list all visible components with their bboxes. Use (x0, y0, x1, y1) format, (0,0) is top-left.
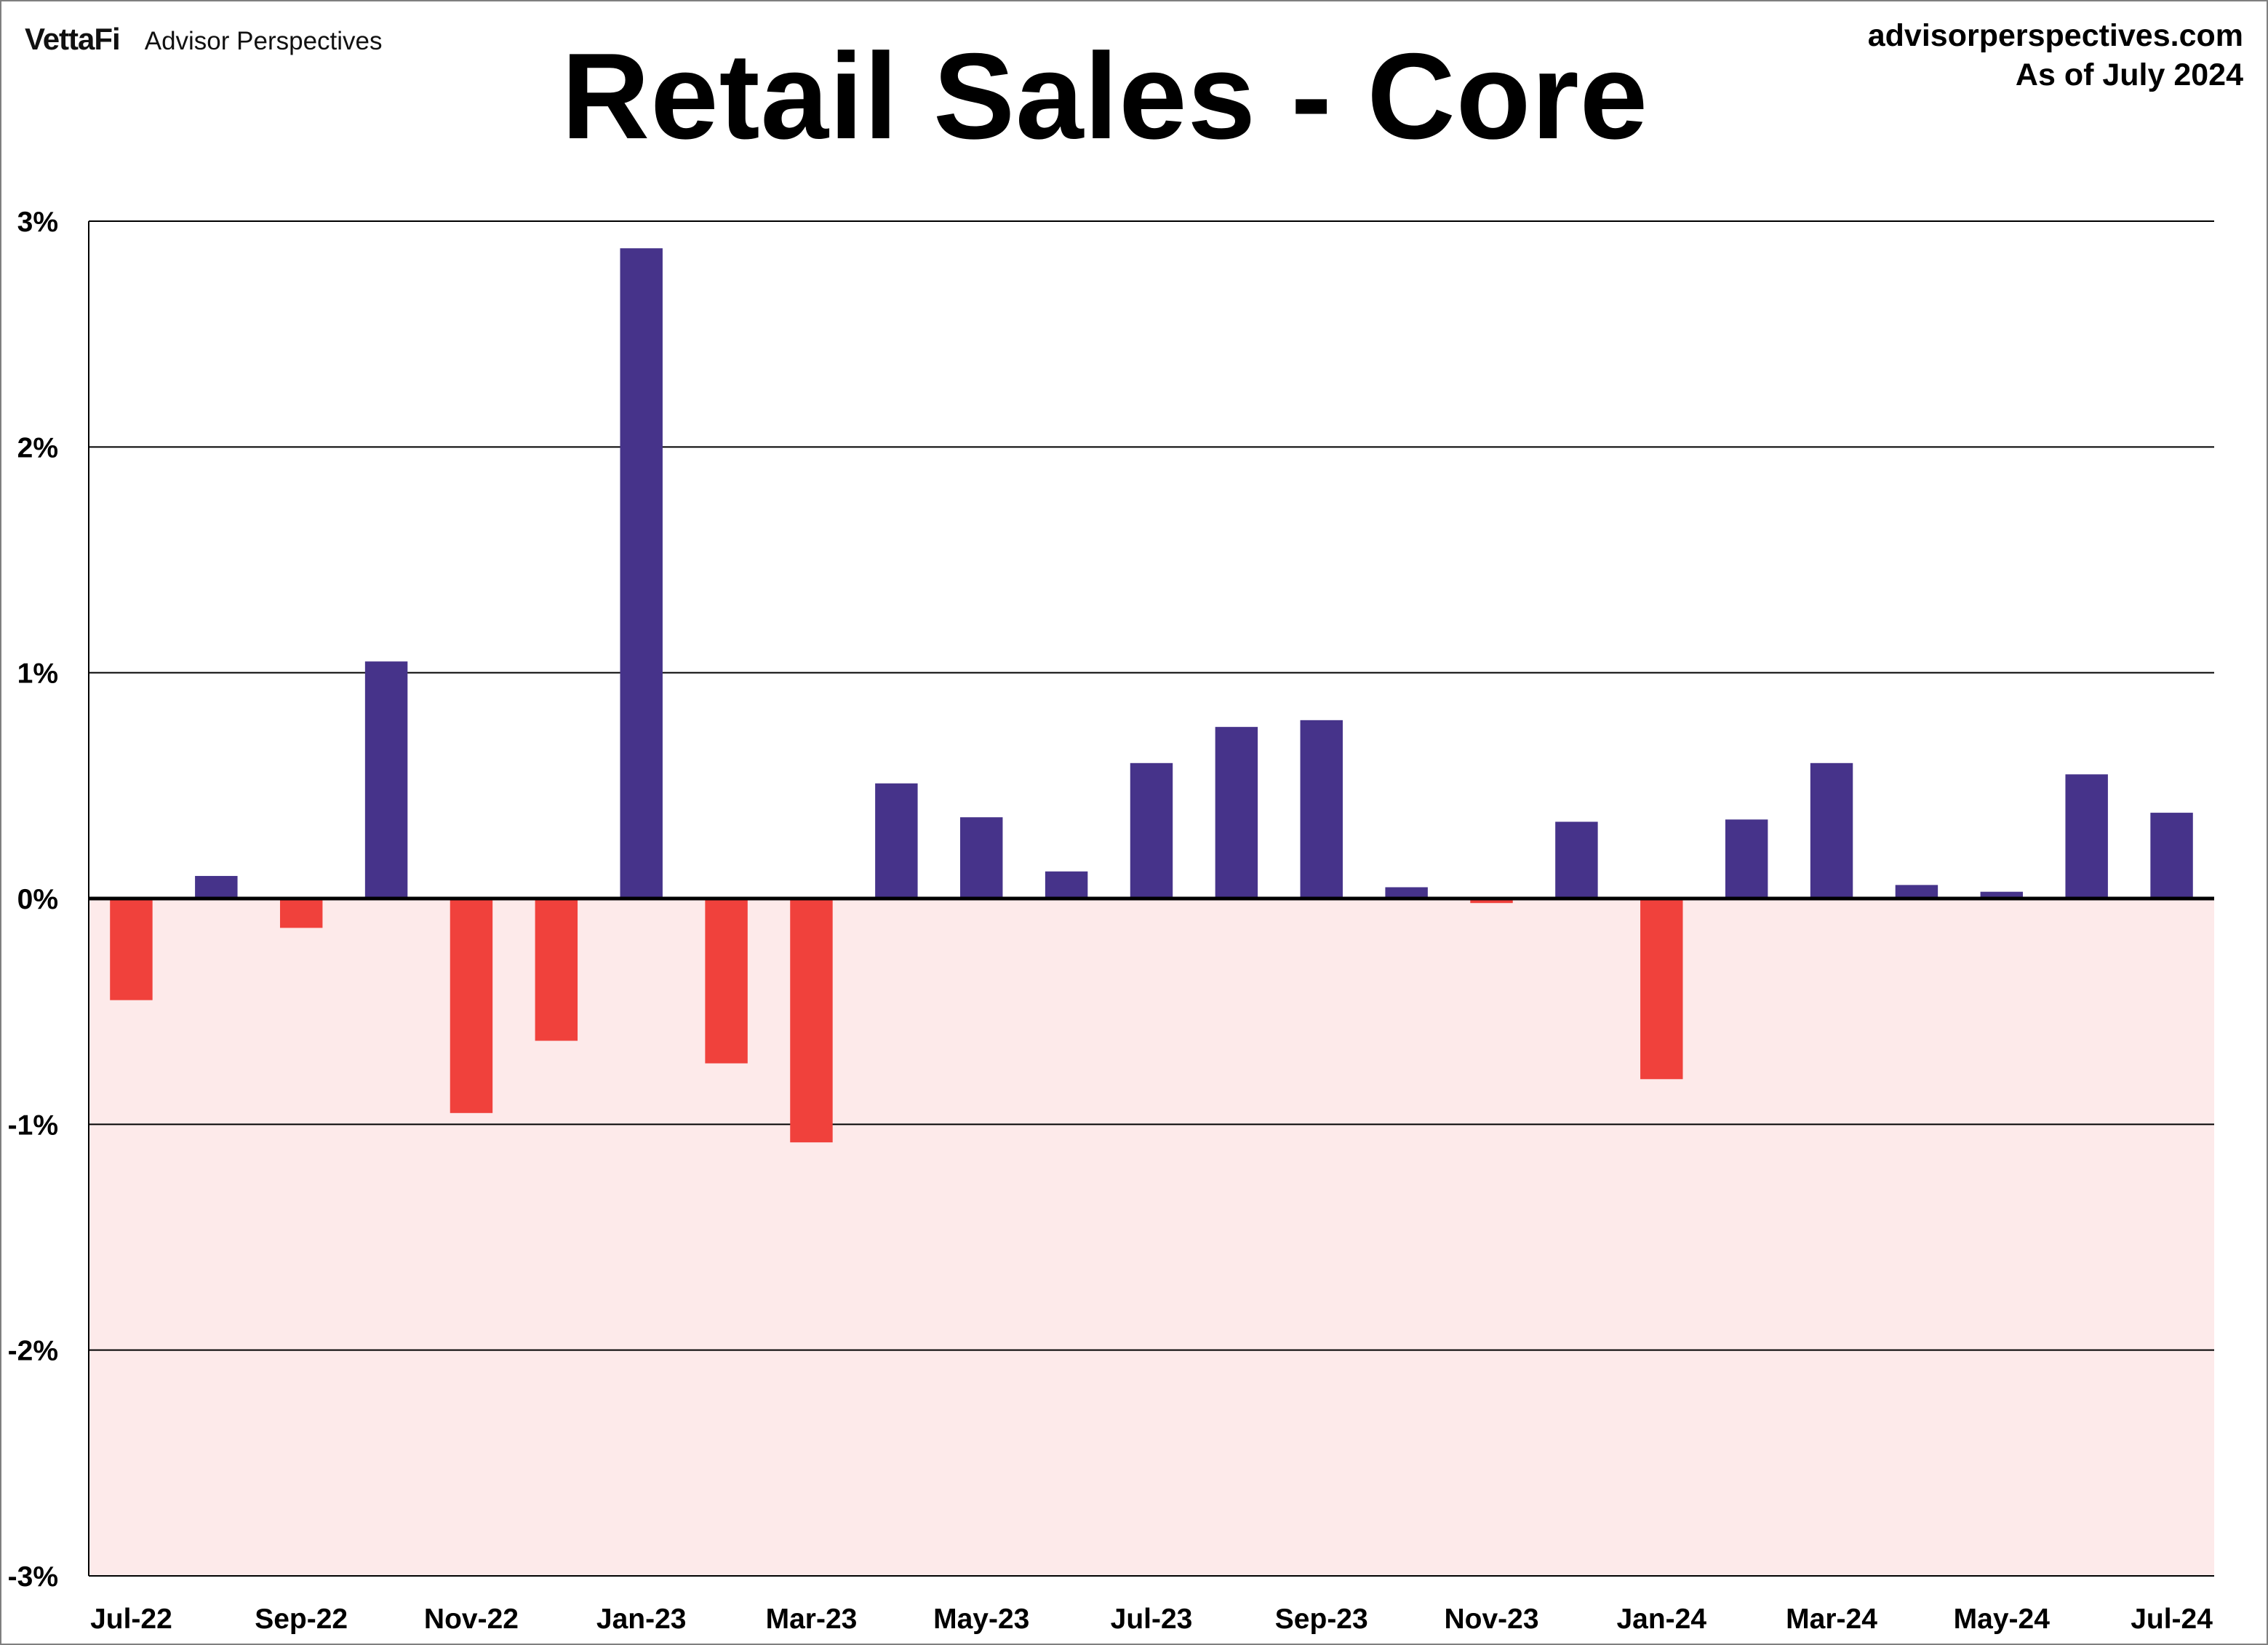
y-tick-label: 3% (17, 207, 58, 238)
bar (1640, 899, 1683, 1080)
y-tick-label: 2% (17, 432, 58, 463)
bar (1810, 762, 1853, 899)
x-tick-label: Sep-23 (1275, 1604, 1368, 1635)
x-tick-label: Nov-23 (1444, 1604, 1538, 1635)
bar (790, 899, 833, 1143)
as-of-date: As of July 2024 (2015, 57, 2243, 92)
bar (1980, 891, 2024, 899)
y-tick-label: -1% (8, 1110, 58, 1141)
x-tick-label: Sep-22 (255, 1604, 348, 1635)
x-tick-label: Mar-23 (766, 1604, 858, 1635)
x-tick-label: Mar-24 (1786, 1604, 1877, 1635)
x-tick-label: Jan-23 (596, 1604, 687, 1635)
x-tick-label: May-24 (1954, 1604, 2051, 1635)
bar (1470, 899, 1513, 904)
bar (535, 899, 578, 1041)
bar (1300, 720, 1343, 899)
y-tick-label: -2% (8, 1336, 58, 1367)
y-tick-label: -3% (8, 1561, 58, 1593)
bar (110, 899, 153, 1000)
bar (705, 899, 748, 1064)
bar (1130, 762, 1173, 899)
x-tick-label: Jul-24 (2131, 1604, 2213, 1635)
y-tick-label: 0% (17, 884, 58, 915)
bar (1725, 819, 1768, 899)
bar (364, 661, 408, 899)
chart-title-text: Retail Sales - Core (561, 28, 1649, 164)
bar (195, 875, 238, 899)
bar (960, 817, 1003, 899)
bar (1215, 727, 1258, 899)
x-tick-label: May-23 (933, 1604, 1029, 1635)
x-tick-label: Jul-23 (1111, 1604, 1193, 1635)
x-tick-label: Jul-22 (90, 1604, 172, 1635)
vettafi-logo: VettaFi (25, 22, 121, 56)
brand-name: Advisor Perspectives (144, 27, 383, 55)
bar (279, 899, 323, 928)
chart-title: Retail Sales - Core (0, 35, 2268, 157)
bar (2065, 774, 2108, 899)
y-tick-label: 1% (17, 658, 58, 690)
bar (1045, 871, 1088, 899)
x-tick-label: Jan-24 (1616, 1604, 1706, 1635)
negative-zone (89, 899, 2214, 1576)
bar (2150, 813, 2193, 899)
x-tick-label: Nov-22 (424, 1604, 519, 1635)
bar (620, 248, 663, 899)
brand: VettaFi Advisor Perspectives (25, 22, 383, 57)
bar (1555, 821, 1598, 899)
bar (450, 899, 493, 1113)
website-text: advisorperspectives.com (1867, 18, 2243, 53)
bar (875, 783, 918, 899)
bar (1895, 885, 1938, 899)
bar (1385, 887, 1428, 899)
source-block: advisorperspectives.com As of July 2024 (1868, 16, 2243, 95)
